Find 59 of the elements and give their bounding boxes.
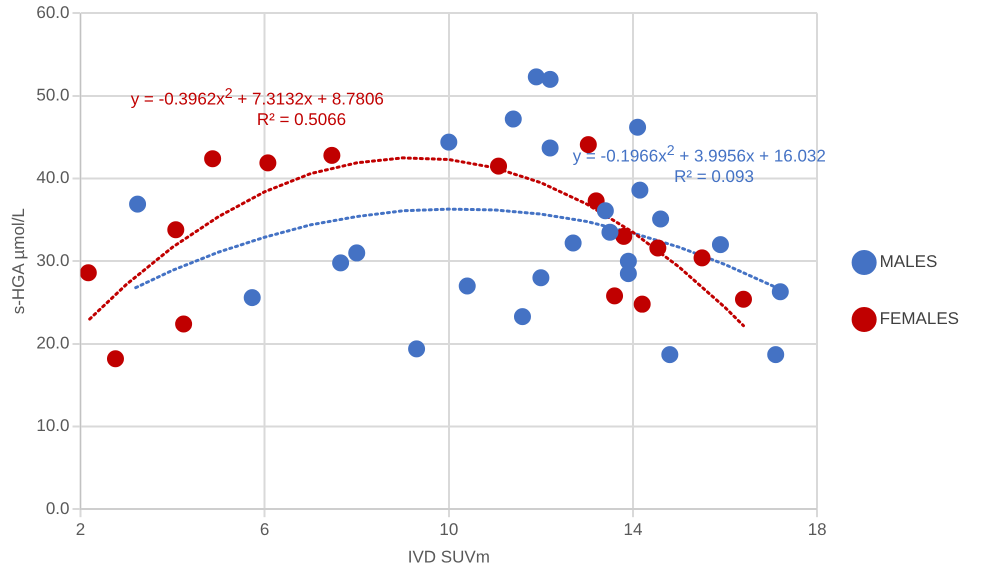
point xyxy=(542,70,559,88)
point xyxy=(259,154,276,172)
point xyxy=(80,264,97,282)
point xyxy=(734,290,752,308)
point xyxy=(129,196,146,213)
point xyxy=(652,210,670,228)
annotation: R² = 0.5066 xyxy=(256,110,346,130)
point xyxy=(532,269,550,286)
annotation: y = -0.3962x$^{2}$ + 7.3132x + 8.7806 xyxy=(130,86,384,110)
point xyxy=(542,139,559,156)
point xyxy=(634,296,651,313)
point xyxy=(694,249,711,266)
point xyxy=(596,202,614,220)
y-tick-label: 0.0 xyxy=(46,498,70,518)
point xyxy=(440,134,458,151)
annotation: y = -0.1966x$^{2}$ + 3.9956x + 16.032 xyxy=(572,142,826,166)
point xyxy=(580,136,597,154)
y-axis-title: s-HGA µmol/L xyxy=(8,208,28,314)
y-tick-label: 20.0 xyxy=(36,334,70,353)
point xyxy=(767,346,784,364)
y-tick-label: 50.0 xyxy=(36,86,70,105)
point xyxy=(631,182,648,199)
point xyxy=(606,287,624,304)
point xyxy=(323,146,340,164)
point xyxy=(629,118,646,136)
point xyxy=(772,283,789,300)
y-tick-label: 40.0 xyxy=(36,168,70,188)
point xyxy=(167,221,184,238)
point xyxy=(615,228,632,245)
point xyxy=(564,234,582,252)
point xyxy=(528,68,545,86)
y-tick-label: 30.0 xyxy=(36,250,70,270)
point xyxy=(661,346,678,364)
legend-label: MALES xyxy=(880,252,938,272)
x-tick-label: 2 xyxy=(76,520,86,540)
point xyxy=(601,224,618,241)
point xyxy=(490,158,508,175)
point xyxy=(244,289,261,306)
point xyxy=(649,239,666,256)
point xyxy=(332,254,350,272)
point xyxy=(458,278,476,294)
x-tick-label: 6 xyxy=(260,520,270,540)
point xyxy=(348,244,366,262)
y-tick-label: 10.0 xyxy=(36,416,70,436)
point xyxy=(504,110,522,128)
x-tick-label: 18 xyxy=(808,520,827,540)
point xyxy=(408,340,426,358)
point xyxy=(712,236,729,254)
point xyxy=(514,308,531,326)
legend-label: FEMALES xyxy=(880,309,960,328)
annotation: R² = 0.093 xyxy=(674,167,754,188)
point xyxy=(204,150,222,168)
point xyxy=(175,316,192,333)
x-tick-label: 10 xyxy=(439,520,458,540)
y-tick-label: 60.0 xyxy=(36,2,70,22)
point xyxy=(106,350,124,368)
point xyxy=(588,192,605,210)
x-tick-label: 14 xyxy=(624,520,642,540)
x-axis-title: IVD SUVm xyxy=(408,547,490,566)
